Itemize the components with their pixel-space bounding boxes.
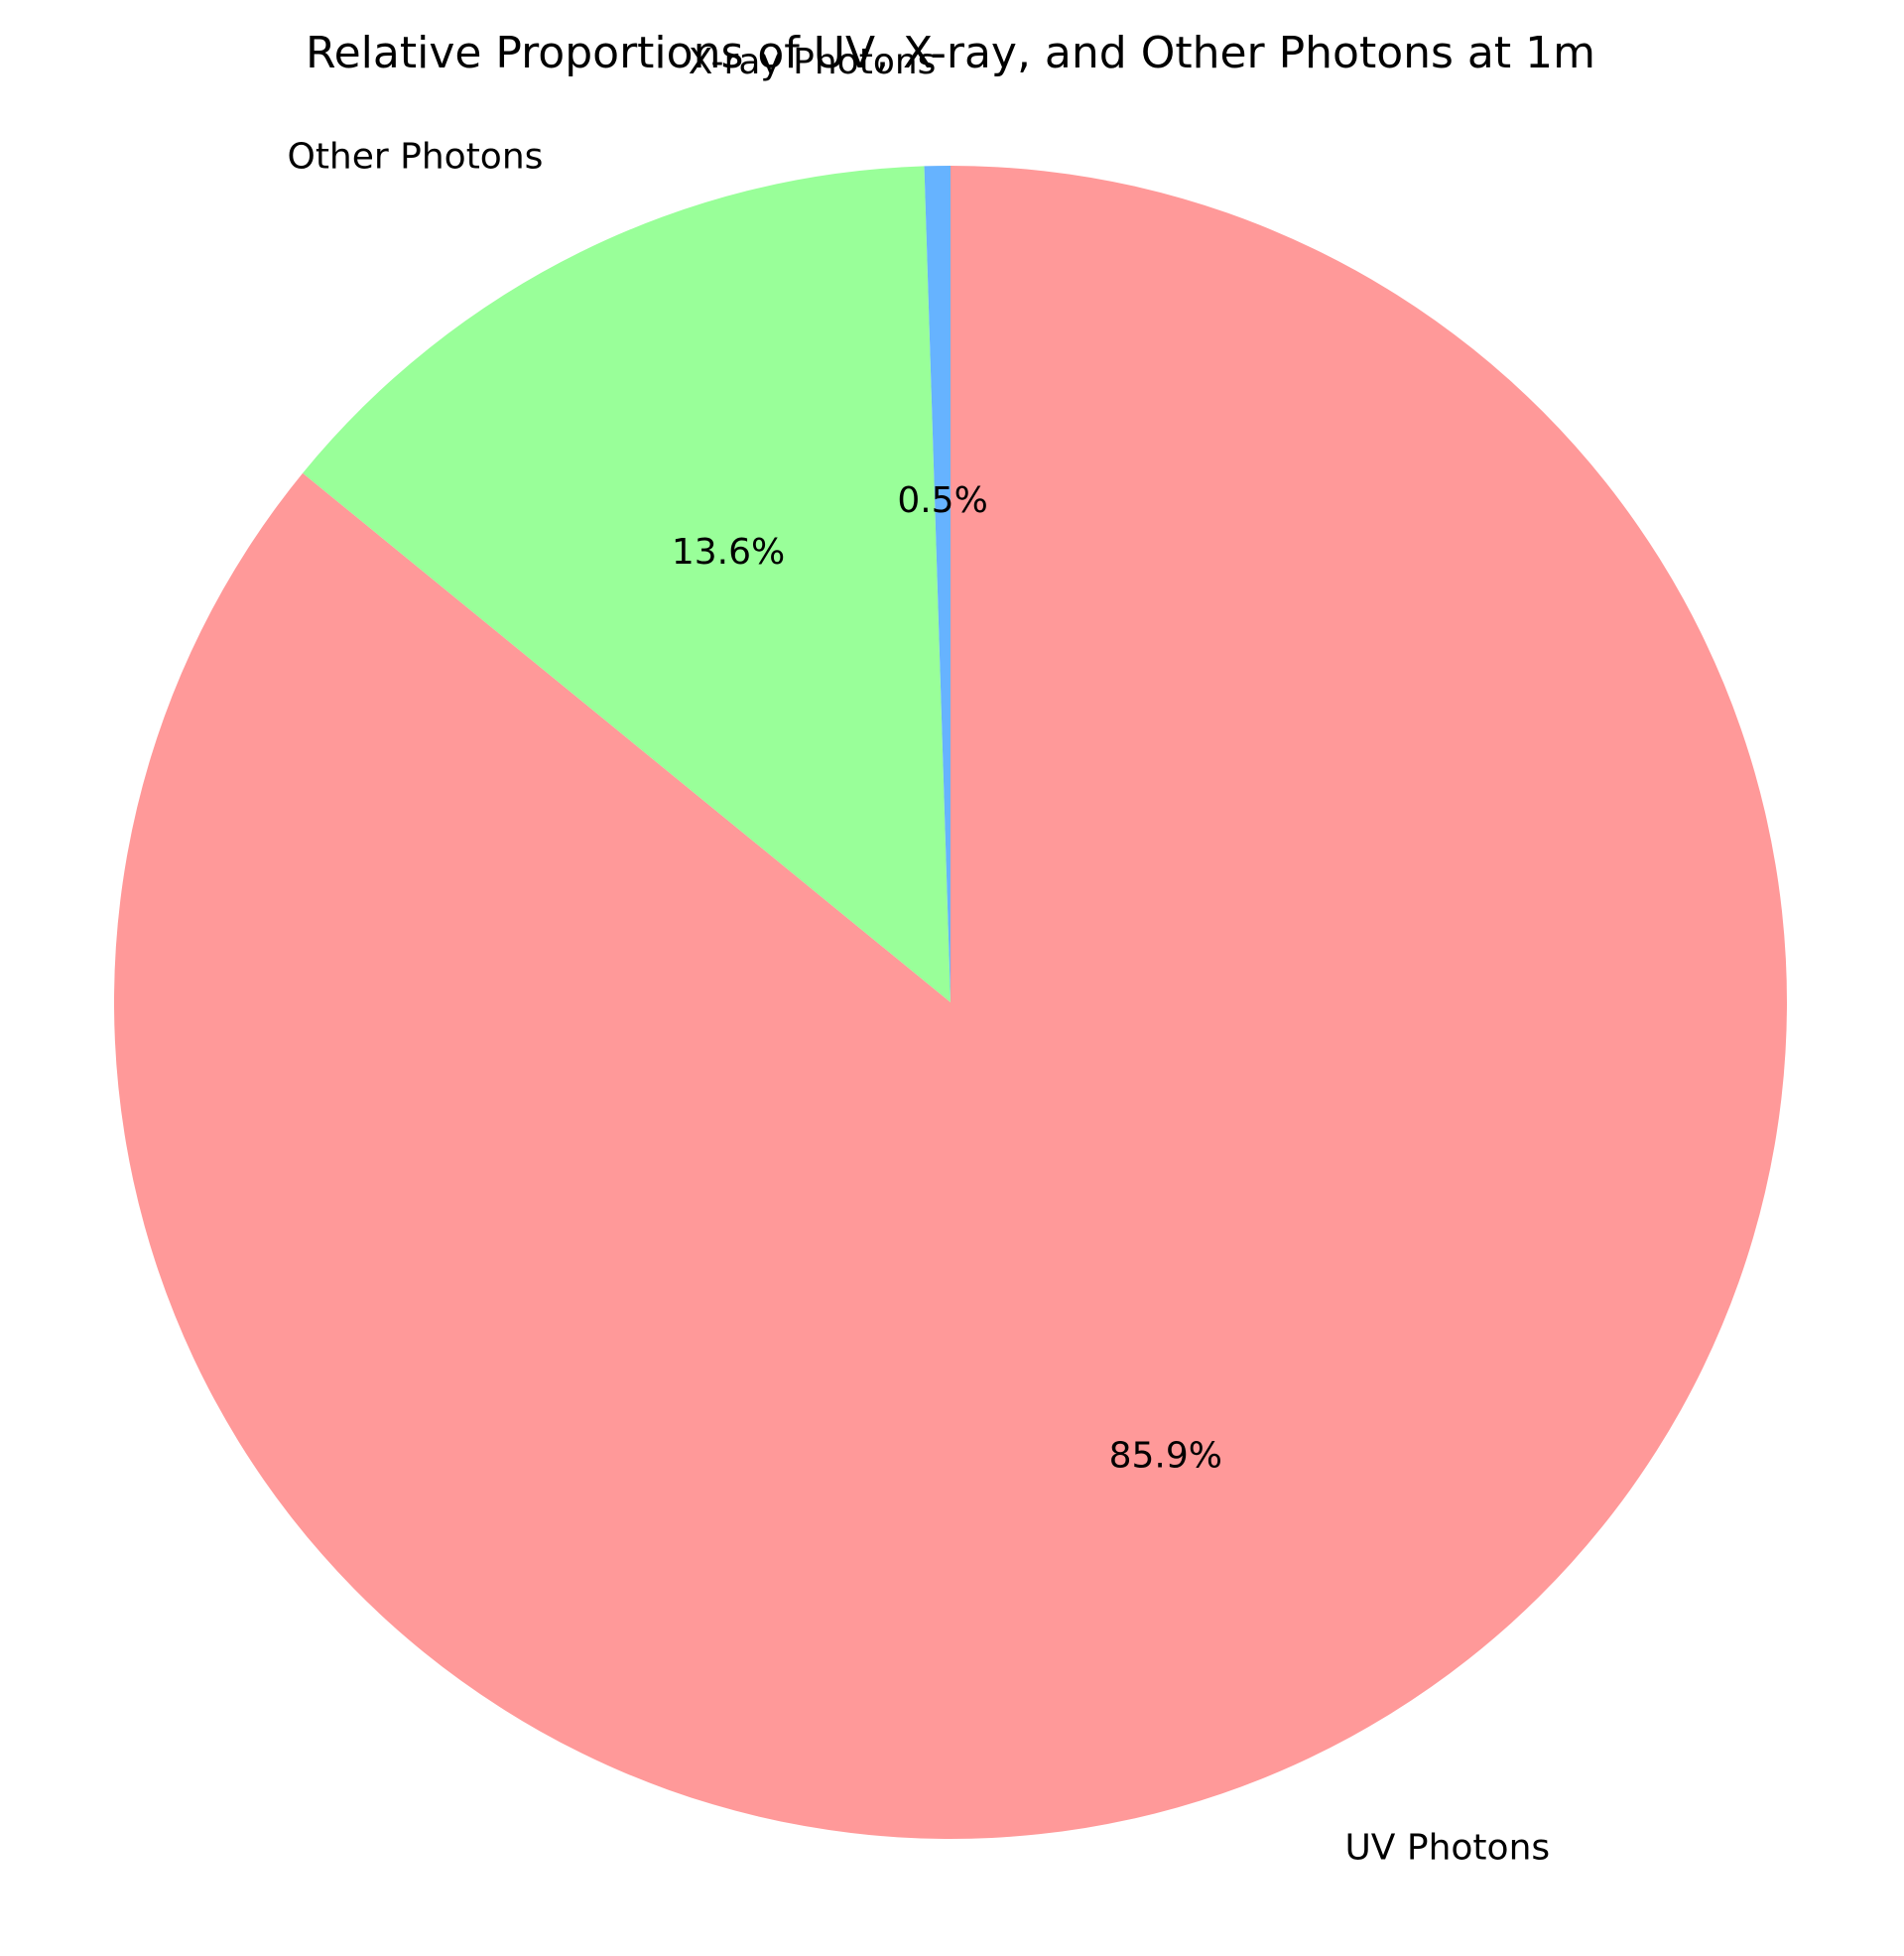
pie-slice-x-ray-photons	[924, 166, 951, 1002]
slice-percent-uv-photons: 85.9%	[1109, 1435, 1222, 1476]
slice-label-uv-photons: UV Photons	[1344, 1827, 1550, 1868]
slice-percent-labels: 85.9% 13.6% 0.5%	[672, 480, 1222, 1477]
slice-percent-other-photons: 13.6%	[672, 532, 785, 573]
pie-slice-uv-photons	[113, 166, 1787, 1839]
chart-title: Relative Proportions of UV, X-ray, and O…	[306, 28, 1595, 78]
slice-percent-x-ray-photons: 0.5%	[897, 480, 987, 521]
slice-labels: UV Photons Other Photons X-ray Photons	[287, 42, 1550, 1869]
slice-label-other-photons: Other Photons	[287, 137, 543, 178]
slice-label-x-ray-photons: X-ray Photons	[689, 42, 937, 82]
pie-slices	[113, 166, 1787, 1839]
pie-slice-other-photons	[303, 166, 951, 1003]
